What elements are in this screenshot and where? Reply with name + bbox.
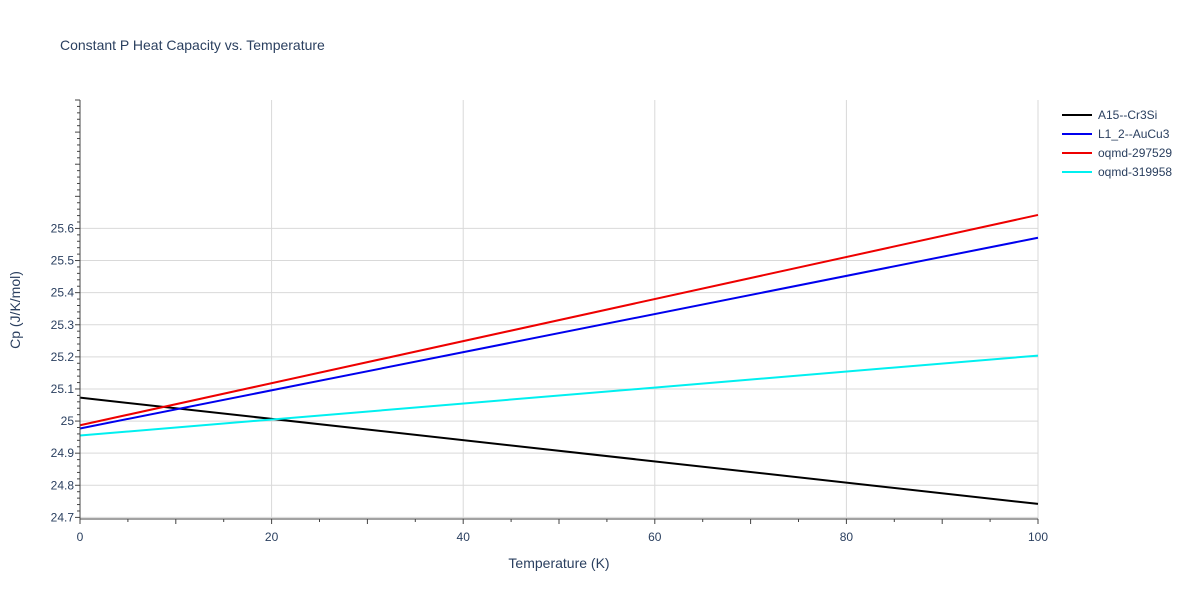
legend-label: oqmd-319958 [1098, 165, 1172, 179]
y-tick-label: 25.5 [51, 254, 75, 268]
x-axis-title: Temperature (K) [508, 555, 609, 571]
x-tick-label: 60 [648, 530, 662, 544]
y-tick-label: 25 [61, 414, 75, 428]
y-tick-label: 25.1 [51, 382, 75, 396]
legend-label: L1_2--AuCu3 [1098, 127, 1170, 141]
y-tick-label: 24.8 [51, 478, 75, 492]
y-tick-label: 24.7 [51, 510, 75, 524]
legend: A15--Cr3Si L1_2--AuCu3 oqmd-297529 oqmd-319… [1062, 108, 1172, 179]
axes: 0 20 40 60 80 100 24.7 24.8 24.9 25 25.1 25.2 25.3 25… [51, 99, 1048, 544]
series-line-oqmd-297529 [79, 213, 1039, 427]
series-line-A15--Cr3Si [79, 396, 1039, 505]
x-tick-label: 80 [840, 530, 854, 544]
legend-label: oqmd-297529 [1098, 146, 1172, 160]
series-line-oqmd-319958 [79, 354, 1039, 437]
y-tick-label: 24.9 [51, 446, 75, 460]
y-tick-label: 25.4 [51, 286, 75, 300]
grid [80, 100, 1039, 519]
series-layer [79, 213, 1039, 505]
x-tick-label: 100 [1028, 530, 1048, 544]
x-tick-label: 0 [77, 530, 84, 544]
x-tick-label: 20 [265, 530, 279, 544]
y-tick-label: 25.3 [51, 318, 75, 332]
y-tick-label: 25.6 [51, 221, 75, 235]
x-tick-label: 40 [457, 530, 471, 544]
legend-label: A15--Cr3Si [1098, 108, 1157, 122]
chart-title: Constant P Heat Capacity vs. Temperature [60, 37, 325, 53]
y-tick-label: 25.2 [51, 350, 75, 364]
series-line-L1_2--AuCu3 [79, 236, 1039, 430]
y-axis-title: Cp (J/K/mol) [7, 271, 23, 349]
